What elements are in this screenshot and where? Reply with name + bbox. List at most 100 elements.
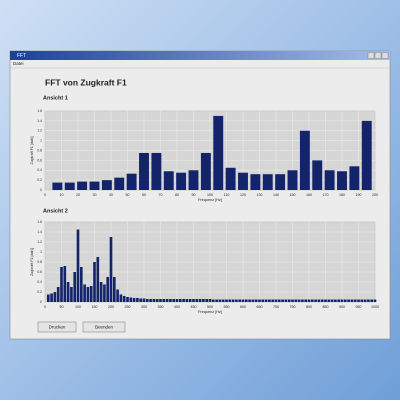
x-tick-label: 950 <box>356 305 362 309</box>
bar <box>103 284 106 302</box>
button-label[interactable]: Beenden <box>95 324 114 329</box>
bar <box>291 299 294 302</box>
x-tick-label: 40 <box>109 193 113 197</box>
bar <box>284 299 288 302</box>
bar <box>159 299 162 302</box>
bar <box>231 299 235 302</box>
button-label[interactable]: Drucken <box>49 324 66 329</box>
title-bar <box>10 51 390 60</box>
bar <box>99 282 103 302</box>
button-frame[interactable] <box>37 321 77 333</box>
minimize-button[interactable] <box>367 52 375 59</box>
bar <box>126 297 129 302</box>
bar <box>149 299 152 302</box>
bar <box>337 299 341 302</box>
bar <box>56 287 60 302</box>
window-controls[interactable] <box>367 52 389 59</box>
bar <box>73 272 77 302</box>
y-tick-label: 0.4 <box>37 280 42 284</box>
button[interactable]: Beenden <box>82 321 126 333</box>
close-button[interactable] <box>381 52 389 59</box>
menu-item[interactable]: Datei <box>13 61 24 66</box>
chart-title: Ansicht 2 <box>43 208 68 214</box>
x-tick-label: 160 <box>306 193 312 197</box>
x-tick-label: 150 <box>92 305 98 309</box>
x-axis-label: Frequenz [Hz] <box>198 310 222 314</box>
bar <box>327 299 331 302</box>
bar <box>367 299 370 302</box>
button-frame[interactable] <box>82 321 126 333</box>
bar <box>112 277 116 302</box>
x-tick-label: 200 <box>108 305 114 309</box>
button[interactable]: Drucken <box>37 321 77 333</box>
bar <box>340 299 344 302</box>
bar <box>324 170 335 190</box>
bar <box>228 299 232 302</box>
y-tick-label: 1.4 <box>37 230 42 234</box>
bar <box>142 298 146 302</box>
bar <box>360 299 364 302</box>
bar <box>363 299 367 302</box>
y-tick-label: 1.2 <box>37 240 42 244</box>
bar <box>215 299 218 302</box>
x-tick-label: 110 <box>224 193 230 197</box>
bar <box>205 299 209 302</box>
bar <box>307 299 311 302</box>
bar <box>136 298 139 302</box>
y-tick-label: 0 <box>40 188 42 192</box>
bar <box>301 299 304 302</box>
bar <box>211 299 215 302</box>
x-tick-label: 50 <box>126 193 130 197</box>
bar <box>274 299 278 302</box>
x-tick-label: 450 <box>191 305 197 309</box>
bar <box>63 266 67 302</box>
x-tick-label: 50 <box>60 305 64 309</box>
bar <box>310 299 314 302</box>
bar <box>200 152 211 190</box>
x-tick-label: 70 <box>159 193 163 197</box>
bar <box>182 299 185 302</box>
bar <box>172 299 176 302</box>
bar <box>89 181 100 190</box>
bar <box>77 181 88 190</box>
bar <box>241 299 245 302</box>
bar <box>101 180 112 190</box>
bar <box>50 293 53 302</box>
x-tick-label: 800 <box>306 305 312 309</box>
x-tick-label: 600 <box>240 305 246 309</box>
bar <box>251 299 255 302</box>
bar <box>202 299 205 302</box>
bar <box>89 286 93 302</box>
bar <box>83 284 86 302</box>
x-tick-label: 500 <box>207 305 213 309</box>
bar <box>139 152 149 190</box>
maximize-button[interactable] <box>374 52 382 59</box>
bar <box>152 299 156 302</box>
bar <box>116 289 119 302</box>
bar <box>155 299 159 302</box>
bar <box>225 167 236 190</box>
chart-title: Ansicht 1 <box>43 95 68 101</box>
x-tick-label: 0 <box>44 305 46 309</box>
x-tick-label: 80 <box>175 193 179 197</box>
x-tick-label: 130 <box>257 193 263 197</box>
bar <box>254 299 258 302</box>
bar <box>188 170 199 190</box>
bar <box>334 299 337 302</box>
x-tick-label: 550 <box>224 305 230 309</box>
x-tick-label: 900 <box>339 305 345 309</box>
x-tick-label: 1000 <box>371 305 379 309</box>
bar <box>176 172 187 190</box>
bar <box>106 277 110 302</box>
x-tick-label: 750 <box>290 305 296 309</box>
bar <box>275 174 286 190</box>
bar <box>192 299 195 302</box>
y-tick-label: 1 <box>40 250 42 254</box>
bar <box>175 299 179 302</box>
y-tick-label: 0.6 <box>37 158 42 162</box>
bar <box>238 172 248 190</box>
bar <box>169 299 172 302</box>
bar <box>353 299 357 302</box>
bar <box>53 292 57 302</box>
bar <box>324 299 327 302</box>
